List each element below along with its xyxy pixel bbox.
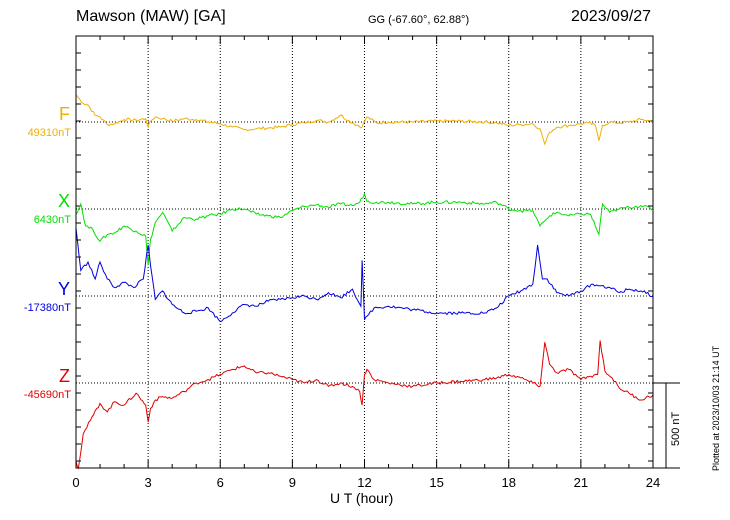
x-tick-label: 3 [145,475,152,490]
series-group [75,94,654,470]
scale-bar [653,382,680,469]
plotted-timestamp: Plotted at 2023/10/03 21:14 UT [711,345,721,471]
x-tick-label: 15 [429,475,443,490]
plot-date: 2023/09/27 [571,8,652,25]
x-tick-label: 9 [289,475,296,490]
series-line-z [75,340,654,470]
x-axis-label: U T (hour) [330,490,394,506]
baseline-label-y: -17380nT [23,302,71,314]
x-tick-label: 12 [357,475,371,490]
plot-frame [75,35,654,469]
x-tick-label: 24 [646,475,660,490]
baseline-label-z: -45690nT [23,389,71,401]
x-tick-label: 21 [574,475,588,490]
x-tick-label: 18 [502,475,516,490]
x-tick-label: 0 [72,475,79,490]
x-tick-labels: 0 3 6 9 12 15 18 21 24 [72,475,660,490]
series-line-f [75,94,654,146]
series-label-x: X [57,191,70,211]
series-label-z: Z [59,366,70,386]
grid-lines [76,36,653,468]
series-label-f: F [59,104,70,124]
series-line-x [75,192,654,266]
scale-bar-label: 500 nT [670,411,682,446]
baseline-label-x: 6430nT [33,214,71,226]
x-tick-label: 6 [217,475,224,490]
station-title: Mawson (MAW) [GA] [76,8,226,25]
series-line-y [75,227,654,323]
geographic-coordinates: GG (-67.60°, 62.88°) [368,14,470,26]
series-label-y: Y [57,279,70,299]
baseline-label-f: 49310nT [27,127,71,139]
